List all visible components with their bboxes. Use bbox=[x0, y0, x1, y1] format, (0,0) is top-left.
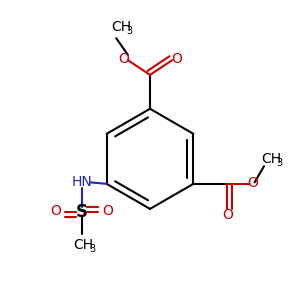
Text: 3: 3 bbox=[89, 244, 95, 254]
Text: CH: CH bbox=[74, 238, 94, 252]
Text: O: O bbox=[119, 52, 130, 66]
Text: 3: 3 bbox=[126, 26, 133, 36]
Text: 3: 3 bbox=[277, 158, 283, 168]
Text: O: O bbox=[222, 208, 232, 222]
Text: CH: CH bbox=[261, 152, 281, 166]
Text: O: O bbox=[171, 52, 182, 66]
Text: O: O bbox=[51, 204, 62, 218]
Text: O: O bbox=[102, 204, 113, 218]
Text: O: O bbox=[248, 176, 259, 190]
Text: CH: CH bbox=[111, 20, 131, 34]
Text: HN: HN bbox=[71, 175, 92, 188]
Text: S: S bbox=[76, 203, 88, 221]
